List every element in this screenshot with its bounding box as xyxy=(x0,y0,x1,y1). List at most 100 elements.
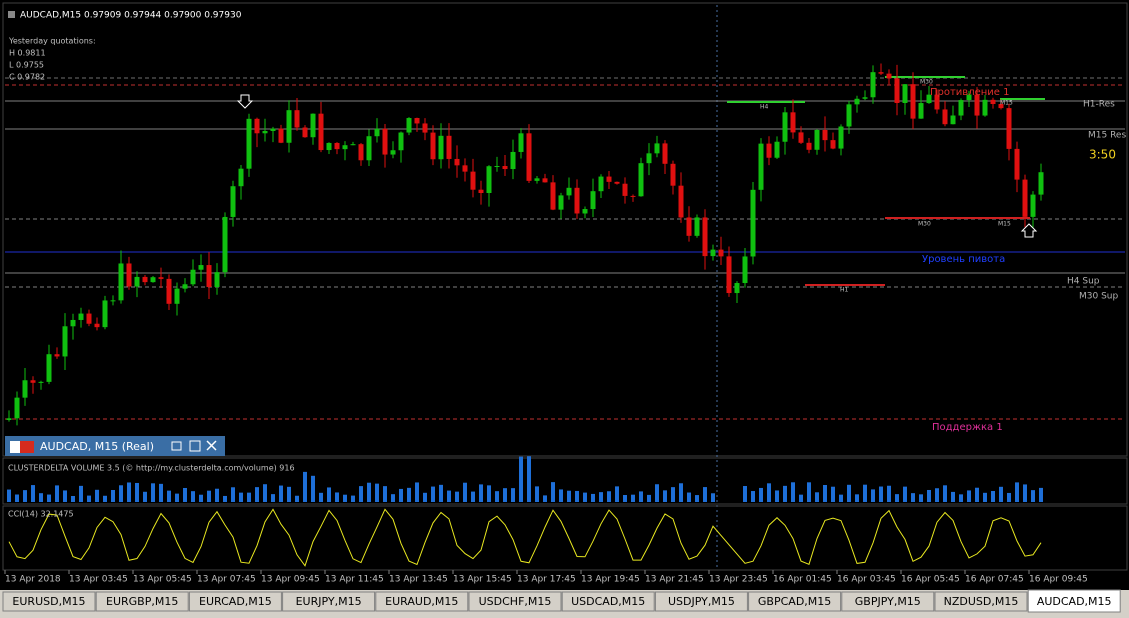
tab-label: AUDCAD,M15 xyxy=(1037,595,1112,608)
tab[interactable]: GBPJPY,M15 xyxy=(841,591,935,612)
tab-label: EURUSD,M15 xyxy=(12,595,85,608)
tab[interactable]: EURUSD,M15 xyxy=(2,591,96,612)
candle-body xyxy=(78,313,84,320)
candle-body xyxy=(590,191,596,210)
tab[interactable]: NZDUSD,M15 xyxy=(934,591,1028,612)
candle-body xyxy=(62,326,68,357)
candle-body xyxy=(150,277,156,283)
volume-bar xyxy=(519,456,523,502)
tab[interactable]: USDCAD,M15 xyxy=(561,591,655,612)
volume-bar xyxy=(231,487,235,502)
candle-body xyxy=(366,136,372,161)
volume-bar xyxy=(255,487,259,502)
candle-body xyxy=(998,104,1004,109)
time-label: 13 Apr 03:45 xyxy=(69,575,128,585)
tab[interactable]: USDCHF,M15 xyxy=(468,591,562,612)
tab-label: USDCAD,M15 xyxy=(571,595,645,608)
candle-body xyxy=(102,300,108,328)
volume-bar xyxy=(983,492,987,502)
candle-body xyxy=(206,265,212,287)
tab[interactable]: USDJPY,M15 xyxy=(654,591,748,612)
volume-bar xyxy=(991,491,995,502)
time-label: 13 Apr 15:45 xyxy=(453,575,512,585)
candle-body xyxy=(414,118,420,124)
candle-body xyxy=(310,113,316,138)
tab[interactable]: AUDCAD,M15 xyxy=(1027,589,1121,613)
candle-body xyxy=(958,100,964,116)
tab-bg xyxy=(375,591,469,612)
subwindow-titlebar[interactable]: AUDCAD, M15 (Real) xyxy=(5,436,225,456)
volume-bar xyxy=(911,493,915,502)
arrow-down xyxy=(236,94,254,109)
candle-body xyxy=(334,142,340,150)
level-marker: M30 xyxy=(918,221,931,228)
time-label: 16 Apr 05:45 xyxy=(901,575,960,585)
volume-bar xyxy=(1023,484,1027,502)
yesterday-low: L 0.9755 xyxy=(9,61,44,70)
candle-body xyxy=(574,187,580,214)
tab[interactable]: EURCAD,M15 xyxy=(188,591,282,612)
volume-bar xyxy=(399,488,403,502)
candle-body xyxy=(22,380,28,398)
candle-body xyxy=(582,209,588,214)
candle-body xyxy=(942,109,948,125)
candle-body xyxy=(806,142,812,150)
volume-bar xyxy=(271,494,275,502)
candle-body xyxy=(110,300,116,302)
volume-bar xyxy=(575,490,579,502)
candle-body xyxy=(502,165,508,170)
volume-bar xyxy=(959,494,963,502)
candle-body xyxy=(814,129,820,150)
volume-bar xyxy=(551,482,555,502)
volume-bar xyxy=(127,482,131,502)
tab[interactable]: EURAUD,M15 xyxy=(375,591,469,612)
volume-bar xyxy=(1039,487,1043,502)
volume-bar xyxy=(647,494,651,502)
volume-bar xyxy=(847,484,851,502)
restore-button[interactable] xyxy=(171,441,182,451)
tab[interactable]: EURGBP,M15 xyxy=(95,591,189,612)
maximize-button[interactable] xyxy=(189,440,201,452)
volume-bar xyxy=(479,484,483,502)
candle-body xyxy=(470,171,476,190)
tab-label: GBPCAD,M15 xyxy=(758,595,831,608)
flag-part xyxy=(20,441,34,453)
candle-body xyxy=(886,73,892,79)
volume-bar xyxy=(903,486,907,502)
volume-bar xyxy=(431,486,435,502)
candle-body xyxy=(614,181,620,184)
candle-body xyxy=(910,84,916,119)
tab[interactable]: EURJPY,M15 xyxy=(282,591,376,612)
volume-bar xyxy=(623,495,627,502)
volume-bar xyxy=(47,494,51,502)
candle-body xyxy=(86,313,92,324)
volume-bar xyxy=(559,489,563,502)
volume-bar xyxy=(87,495,91,502)
candle-body xyxy=(926,94,932,104)
cci-label: CCI(14) 32.1475 xyxy=(8,510,74,519)
candle-body xyxy=(622,183,628,196)
volume-bar xyxy=(175,493,179,502)
time-label: 13 Apr 05:45 xyxy=(133,575,192,585)
time-label: 13 Apr 07:45 xyxy=(197,575,256,585)
volume-bar xyxy=(887,485,891,502)
volume-bar xyxy=(311,475,315,502)
volume-bar xyxy=(655,484,659,502)
volume-bar xyxy=(63,490,67,502)
volume-bar xyxy=(447,490,451,502)
time-label: 13 Apr 11:45 xyxy=(325,575,384,585)
volume-label: CLUSTERDELTA VOLUME 3.5 (© http://my.clu… xyxy=(8,464,295,473)
candle-body xyxy=(638,163,644,197)
volume-bar xyxy=(807,482,811,502)
volume-bar xyxy=(119,485,123,502)
tab[interactable]: GBPCAD,M15 xyxy=(748,591,842,612)
volume-bar xyxy=(167,490,171,502)
volume-bar xyxy=(343,494,347,502)
close-button[interactable] xyxy=(206,440,217,451)
volume-bar xyxy=(527,456,531,502)
tab-bg xyxy=(188,591,282,612)
volume-bar xyxy=(463,482,467,502)
candle-body xyxy=(494,165,500,167)
candle-body xyxy=(718,249,724,257)
